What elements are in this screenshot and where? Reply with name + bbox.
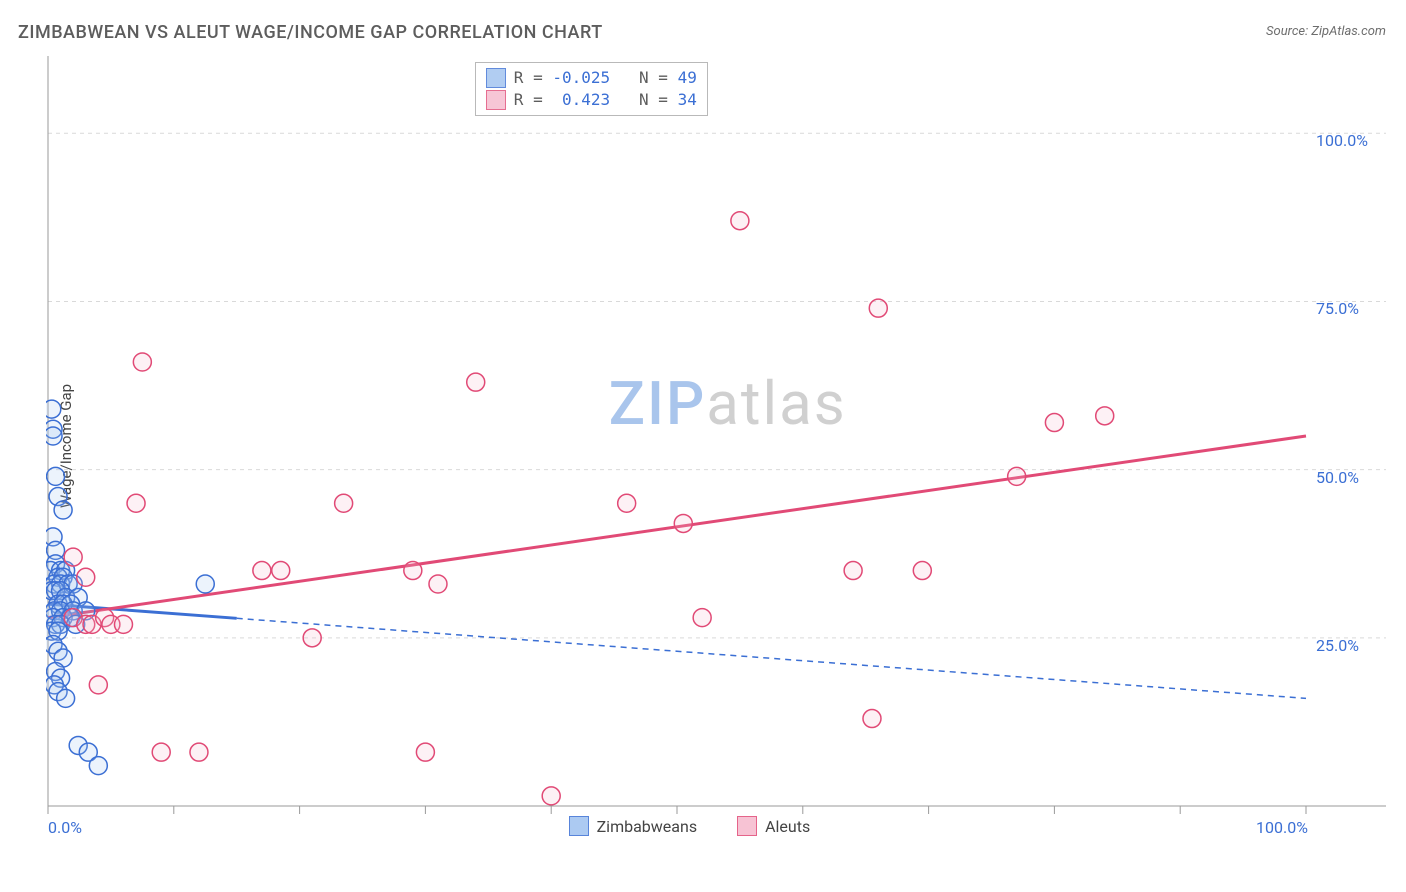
legend-swatch xyxy=(569,816,589,836)
source-attribution: Source: ZipAtlas.com xyxy=(1266,24,1386,39)
series-legend: Zimbabweans Aleuts xyxy=(569,816,811,836)
legend-swatch xyxy=(486,68,506,88)
legend-stats: R = 0.423 N = 34 xyxy=(514,89,697,111)
legend-swatch xyxy=(486,90,506,110)
legend-stats: R = -0.025 N = 49 xyxy=(514,67,697,89)
x-tick-label: 100.0% xyxy=(1256,818,1308,837)
scatter-plot xyxy=(46,56,1386,836)
x-tick-label: 0.0% xyxy=(48,818,82,837)
legend-item: Zimbabweans xyxy=(569,816,697,836)
legend-label: Zimbabweans xyxy=(597,817,697,836)
legend-row: R = -0.025 N = 49 xyxy=(486,67,697,89)
y-tick-label: 75.0% xyxy=(1316,299,1359,318)
correlation-legend: R = -0.025 N = 49R = 0.423 N = 34 xyxy=(475,62,708,116)
y-tick-label: 100.0% xyxy=(1316,131,1368,150)
legend-row: R = 0.423 N = 34 xyxy=(486,89,697,111)
y-tick-label: 50.0% xyxy=(1316,468,1359,487)
legend-swatch xyxy=(737,816,757,836)
y-tick-label: 25.0% xyxy=(1316,636,1359,655)
legend-item: Aleuts xyxy=(737,816,810,836)
chart-container: ZIMBABWEAN VS ALEUT WAGE/INCOME GAP CORR… xyxy=(0,0,1406,892)
legend-label: Aleuts xyxy=(765,817,810,836)
chart-title: ZIMBABWEAN VS ALEUT WAGE/INCOME GAP CORR… xyxy=(18,22,603,43)
